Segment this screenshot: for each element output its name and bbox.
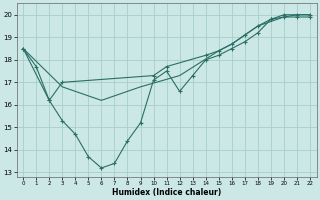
- X-axis label: Humidex (Indice chaleur): Humidex (Indice chaleur): [112, 188, 221, 197]
